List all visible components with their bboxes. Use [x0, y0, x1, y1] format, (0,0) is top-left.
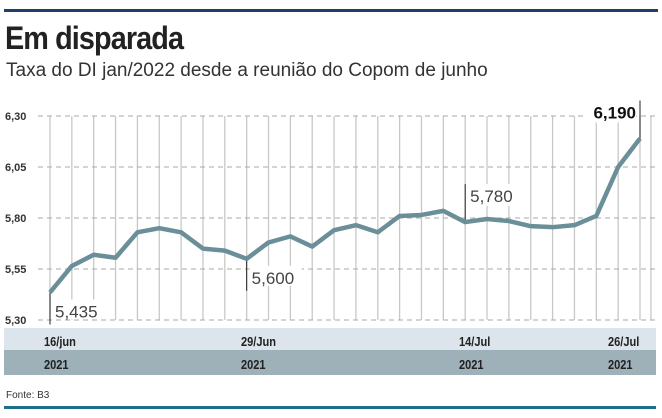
- annotation-label: 6,190: [593, 103, 636, 122]
- year-band: [4, 350, 656, 375]
- x-tick-date: 29/Jun: [240, 334, 276, 349]
- x-tick-year: 2021: [608, 357, 633, 372]
- source-note: Fonte: B3: [6, 390, 50, 401]
- y-tick-label: 5,80: [5, 213, 26, 225]
- annotation-label: 5,435: [55, 302, 98, 321]
- chart-subtitle: Taxa do DI jan/2022 desde a reunião do C…: [6, 60, 488, 81]
- y-tick-label: 6,30: [5, 111, 26, 123]
- y-tick-label: 5,30: [5, 315, 26, 327]
- date-band: [4, 328, 656, 350]
- x-tick-date: 16/jun: [44, 334, 76, 349]
- y-tick-label: 5,55: [5, 264, 26, 276]
- annotation-label: 5,600: [252, 269, 295, 288]
- annotation-bg: [53, 299, 105, 320]
- x-tick-year: 2021: [459, 357, 484, 372]
- bottom-rule: [4, 406, 656, 409]
- data-line: [48, 137, 642, 294]
- x-tick-year: 2021: [44, 357, 69, 372]
- top-rule: [4, 9, 658, 12]
- x-tick-date: 26/Jul: [608, 334, 640, 349]
- annotation-bg: [468, 184, 521, 207]
- x-tick-year: 2021: [240, 357, 266, 372]
- chart-title: Em disparada: [5, 20, 184, 56]
- annotation-bg: [584, 100, 636, 123]
- annotation-bg: [249, 265, 302, 286]
- y-tick-label: 6,05: [5, 162, 26, 174]
- annotation-label: 5,780: [470, 187, 513, 206]
- x-tick-date: 14/Jul: [459, 334, 491, 349]
